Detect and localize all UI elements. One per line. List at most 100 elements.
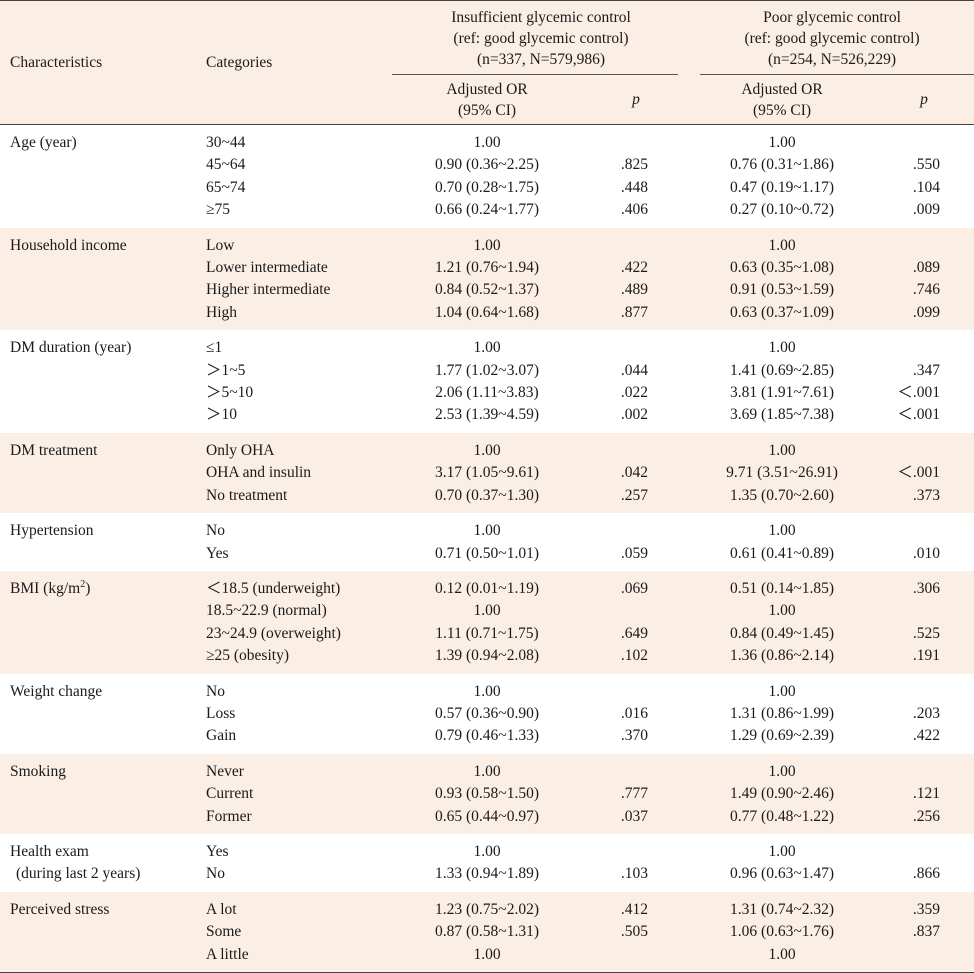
characteristic-cell	[0, 177, 194, 199]
adjusted-or-insufficient: 0.12 (0.01~1.19)	[392, 570, 582, 601]
p-value-poor: .422	[912, 727, 941, 745]
table-row: A little 1.00 1.00	[0, 943, 974, 973]
table-row: High 1.04 (0.64~1.68) .877 0.63 (0.37~1.09)…	[0, 301, 974, 331]
header-p-2: p	[874, 75, 974, 125]
table-row: DM treatment Only OHA 1.00 1.00	[0, 432, 974, 463]
table-row: Gain 0.79 (0.46~1.33) .370 1.29 (0.69~2.39)…	[0, 725, 974, 753]
characteristic-cell: DM duration (year)	[0, 330, 194, 359]
characteristic-cell: Weight change	[0, 674, 194, 703]
p-value-poor: .256	[874, 805, 974, 834]
characteristic-cell: Smoking	[0, 753, 194, 784]
p-value-poor: .866	[912, 865, 941, 883]
characteristic-cell: DM treatment	[0, 432, 194, 463]
p-value-insufficient: .002	[620, 406, 649, 424]
adjusted-or-insufficient: 1.33 (0.94~1.89)	[435, 865, 539, 883]
adjusted-or-insufficient: 1.00	[392, 753, 582, 784]
p-value-poor	[874, 943, 974, 973]
category-cell: OHA and insulin	[194, 462, 392, 485]
adjusted-or-insufficient: 1.00	[473, 842, 501, 860]
group1-title: Insufficient glycemic control	[451, 8, 631, 26]
adjusted-or-poor: 0.84 (0.49~1.45)	[690, 622, 875, 646]
table-row: No treatment 0.70 (0.37~1.30) .257 1.35 (0.…	[0, 484, 974, 514]
characteristic-cell	[0, 921, 194, 944]
p-value-poor: .009	[912, 201, 941, 219]
adjusted-or-poor: 0.61 (0.41~0.89)	[730, 544, 834, 562]
p-value-poor: .191	[874, 645, 974, 674]
table-row: 18.5~22.9 (normal) 1.00 1.00	[0, 600, 974, 623]
category-cell: Only OHA	[194, 432, 392, 463]
header-insufficient-control: Insufficient glycemic control (ref: good…	[392, 0, 691, 75]
ci-label: (95% CI)	[752, 101, 812, 119]
adjusted-or-insufficient: 3.17 (1.05~9.61)	[392, 462, 582, 485]
adjusted-or-poor: 1.41 (0.69~2.85)	[730, 361, 834, 379]
p-value-poor: .099	[874, 301, 974, 331]
group2-title: Poor glycemic control	[763, 8, 901, 26]
adjusted-or-insufficient: 2.06 (1.11~3.83)	[435, 384, 539, 402]
characteristic-cell	[0, 600, 194, 623]
adjusted-or-poor: 0.51 (0.14~1.85)	[690, 570, 875, 601]
p-value-insufficient: .777	[582, 783, 691, 806]
table-row: Loss 0.57 (0.36~0.90) .016 1.31 (0.86~1.99)…	[0, 703, 974, 725]
category-cell: High	[194, 301, 392, 331]
p-value-insufficient	[582, 943, 691, 973]
characteristic-cell: Perceived stress	[0, 891, 194, 922]
p-value-insufficient: .069	[582, 570, 691, 601]
table-row: ≥25 (obesity) 1.39 (0.94~2.08) .102 1.36 (0…	[0, 645, 974, 674]
adjusted-or-poor: 1.06 (0.63~1.76)	[690, 921, 875, 944]
category-cell: Loss	[206, 704, 236, 722]
adjusted-or-insufficient: 1.00	[473, 134, 501, 151]
row-group: BMI (kg/m2) ＜18.5 (underweight) 0.12 (0.01…	[0, 570, 974, 674]
row-group: Smoking Never 1.00 1.00 Current 0.93 (0.58~1.…	[0, 753, 974, 834]
adjusted-or-poor: 1.35 (0.70~2.60)	[690, 484, 875, 514]
group1-sample-size: (n=337, N=579,986)	[476, 50, 606, 68]
category-cell: Current	[194, 783, 392, 806]
adjusted-or-poor: 1.00	[768, 682, 796, 700]
adjusted-or-label: Adjusted OR	[446, 80, 528, 98]
table-row: (during last 2 years) No 1.33 (0.94~1.89).…	[0, 863, 974, 891]
adjusted-or-insufficient: 1.00	[473, 522, 501, 540]
category-cell: Never	[194, 753, 392, 784]
adjusted-or-insufficient: 1.21 (0.76~1.94)	[392, 257, 582, 280]
p-value-insufficient: .825	[620, 156, 649, 174]
characteristic-label: Perceived stress	[10, 900, 110, 918]
adjusted-or-insufficient: 2.53 (1.39~4.59)	[435, 406, 539, 424]
adjusted-or-poor: 1.00	[690, 432, 875, 463]
p-value-insufficient	[582, 513, 690, 542]
adjusted-or-poor: 1.00	[690, 943, 875, 973]
table-row: Smoking Never 1.00 1.00	[0, 753, 974, 784]
characteristic-cell: Household income	[0, 227, 194, 258]
table-row: ≥75 0.66 (0.24~1.77) .406 0.27 (0.10~0.72).…	[0, 199, 974, 227]
p-value-poor: ＜.001	[897, 406, 941, 424]
adjusted-or-poor: 1.00	[690, 600, 875, 623]
table-row: Health exam Yes 1.00 1.00	[0, 834, 974, 863]
p-value-poor	[874, 674, 974, 703]
p-value-insufficient	[582, 674, 690, 703]
p-value-poor	[874, 834, 974, 863]
p-value-insufficient	[582, 125, 690, 155]
adjusted-or-poor: 3.69 (1.85~7.38)	[730, 406, 834, 424]
row-group: Hypertension No 1.00 1.00 Yes 0.71 (0.50~1.01…	[0, 513, 974, 571]
row-group: Weight change No 1.00 1.00 Loss 0.57 (0.36~0.…	[0, 674, 974, 754]
header-poor-control: Poor glycemic control (ref: good glycemi…	[690, 0, 974, 75]
adjusted-or-poor: 1.29 (0.69~2.39)	[730, 727, 834, 745]
characteristic-cell	[0, 301, 194, 331]
adjusted-or-insufficient: 0.90 (0.36~2.25)	[435, 156, 539, 174]
adjusted-or-poor: 0.63 (0.35~1.08)	[690, 257, 875, 280]
p-value-poor: .359	[874, 891, 974, 922]
superscript: 2	[80, 578, 86, 590]
adjusted-or-insufficient: 0.71 (0.50~1.01)	[435, 544, 539, 562]
p-value-poor	[874, 227, 974, 258]
category-cell: ＞5~10	[206, 384, 254, 402]
table-row: ＞5~10 2.06 (1.11~3.83) .022 3.81 (1.91~7.61…	[0, 382, 974, 404]
p-value-poor: .373	[874, 484, 974, 514]
table-row: Yes 0.71 (0.50~1.01) .059 0.61 (0.41~0.89).…	[0, 543, 974, 571]
header-characteristics: Characteristics	[0, 0, 194, 125]
adjusted-or-insufficient: 1.11 (0.71~1.75)	[392, 622, 582, 646]
category-cell: Yes	[206, 544, 229, 562]
category-cell: Low	[194, 227, 392, 258]
p-value-insufficient	[582, 330, 690, 359]
p-value-poor	[874, 432, 974, 463]
adjusted-or-poor: 9.71 (3.51~26.91)	[690, 462, 875, 485]
characteristic-cell	[0, 199, 194, 227]
